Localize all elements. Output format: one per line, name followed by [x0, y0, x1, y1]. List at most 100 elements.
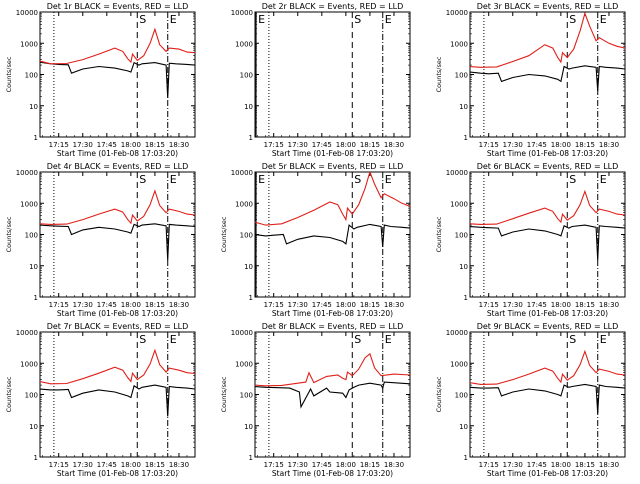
x-tick-label: 18:15: [145, 301, 165, 309]
y-tick-label: 10: [459, 263, 468, 271]
y-tick-label: 1: [464, 454, 468, 462]
x-tick-label: 18:00: [121, 141, 141, 149]
marker-label-S: S: [569, 173, 576, 186]
y-tick-label: 100: [240, 232, 253, 240]
y-tick-label: 100: [25, 232, 38, 240]
x-tick-label: 18:00: [121, 461, 141, 469]
y-tick-label: 10: [459, 103, 468, 111]
y-axis-label: Counts/sec: [220, 216, 228, 252]
y-tick-label: 10: [29, 103, 38, 111]
x-tick-label: 18:15: [360, 461, 380, 469]
x-tick-label: 17:30: [503, 301, 523, 309]
plot-frame: [469, 11, 626, 138]
y-tick-label: 10000: [231, 169, 253, 177]
y-tick-label: 10000: [16, 169, 38, 177]
y-tick-label: 100: [240, 72, 253, 80]
x-tick-label: 17:15: [49, 141, 69, 149]
x-tick-label: 18:30: [384, 301, 404, 309]
series-lld-line: [470, 349, 625, 385]
series-events-line: [470, 383, 625, 414]
y-tick-label: 1: [464, 134, 468, 142]
panel-det-4: Det 4r BLACK = Events, RED = LLD 1 10 100 10…: [5, 162, 196, 318]
panel-title: Det 3r BLACK = Events, RED = LLD: [477, 2, 619, 11]
series-lld-line: [40, 189, 195, 225]
y-tick-label: 100: [455, 72, 468, 80]
y-tick-label: 10000: [446, 9, 468, 17]
x-tick-label: 18:15: [145, 461, 165, 469]
y-tick-label: 1: [464, 294, 468, 302]
series-events-line: [255, 223, 410, 247]
plot-frame: [39, 11, 196, 138]
x-axis-label: Start Time (01-Feb-08 17:03:20): [487, 149, 608, 158]
x-tick-label: 18:15: [360, 301, 380, 309]
y-tick-label: 10: [244, 103, 253, 111]
y-axis-label: Counts/sec: [435, 56, 443, 92]
panel-det-2: Det 2r BLACK = Events, RED = LLD 1 10 100 10…: [231, 2, 411, 158]
x-tick-label: 17:45: [97, 461, 117, 469]
y-tick-label: 10: [459, 423, 468, 431]
panel-title: Det 1r BLACK = Events, RED = LLD: [47, 2, 189, 11]
panel-det-6: Det 6r BLACK = Events, RED = LLD 1 10 100 10…: [435, 162, 626, 318]
y-axis-label: Counts/sec: [5, 216, 13, 252]
plot-frame: [254, 11, 411, 138]
panel-title: Det 8r BLACK = Events, RED = LLD: [262, 322, 404, 331]
x-tick-label: 18:30: [384, 141, 404, 149]
x-tick-label: 18:30: [384, 461, 404, 469]
y-tick-label: 10000: [446, 169, 468, 177]
x-tick-label: 18:30: [599, 301, 619, 309]
marker-label-E: E: [385, 173, 392, 186]
marker-label-S: S: [139, 13, 146, 26]
x-tick-label: 18:15: [575, 461, 595, 469]
x-tick-label: 17:30: [288, 301, 308, 309]
x-tick-label: 17:30: [73, 301, 93, 309]
y-tick-label: 1000: [450, 40, 468, 48]
series-lld-line: [40, 27, 195, 65]
marker-label-E: E: [258, 13, 265, 26]
panel-title: Det 5r BLACK = Events, RED = LLD: [262, 162, 404, 171]
panel-det-7: Det 7r BLACK = Events, RED = LLD 1 10 100 10…: [5, 322, 196, 478]
panel-title: Det 2r BLACK = Events, RED = LLD: [262, 2, 404, 11]
panel-title: Det 6r BLACK = Events, RED = LLD: [477, 162, 619, 171]
marker-label-S: S: [569, 333, 576, 346]
panel-det-8: Det 8r BLACK = Events, RED = LLD 1 10 100 10…: [220, 322, 411, 478]
series-events-line: [470, 65, 625, 91]
y-tick-label: 10: [244, 423, 253, 431]
x-axis-label: Start Time (01-Feb-08 17:03:20): [272, 469, 393, 478]
series-lld-line: [255, 172, 410, 226]
y-tick-label: 10000: [231, 9, 253, 17]
x-tick-label: 17:45: [312, 301, 332, 309]
y-tick-label: 1000: [20, 360, 38, 368]
plot-frame: [254, 331, 411, 458]
x-tick-label: 18:15: [575, 141, 595, 149]
x-tick-label: 18:00: [336, 461, 356, 469]
marker-label-E: E: [170, 13, 177, 26]
panel-det-5: Det 5r BLACK = Events, RED = LLD 1 10 100 10…: [220, 162, 411, 318]
y-tick-label: 1000: [235, 200, 253, 208]
plot-frame: [39, 331, 196, 458]
series-events-line: [40, 223, 195, 261]
x-tick-label: 17:45: [97, 301, 117, 309]
x-tick-label: 18:30: [599, 461, 619, 469]
y-tick-label: 10000: [446, 329, 468, 337]
x-tick-label: 18:00: [551, 461, 571, 469]
panel-title: Det 9r BLACK = Events, RED = LLD: [477, 322, 619, 331]
x-axis-label: Start Time (01-Feb-08 17:03:20): [487, 309, 608, 318]
y-tick-label: 100: [240, 392, 253, 400]
marker-label-S: S: [139, 173, 146, 186]
y-tick-label: 10000: [16, 9, 38, 17]
y-tick-label: 1000: [20, 40, 38, 48]
x-tick-label: 17:30: [73, 461, 93, 469]
series-lld-line: [40, 348, 195, 385]
x-tick-label: 18:00: [551, 141, 571, 149]
plot-frame: [469, 331, 626, 458]
y-tick-label: 1000: [235, 40, 253, 48]
x-axis-label: Start Time (01-Feb-08 17:03:20): [57, 309, 178, 318]
series-events-line: [255, 381, 410, 409]
x-tick-label: 18:00: [336, 141, 356, 149]
x-axis-label: Start Time (01-Feb-08 17:03:20): [272, 149, 393, 158]
series-lld-line: [470, 12, 625, 68]
marker-label-S: S: [354, 13, 361, 26]
x-tick-label: 17:30: [503, 461, 523, 469]
